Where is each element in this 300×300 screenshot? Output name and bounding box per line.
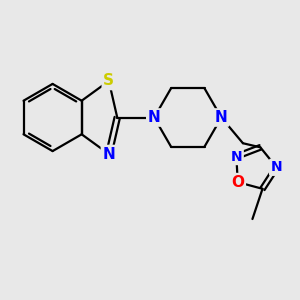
- Text: N: N: [215, 110, 228, 125]
- Text: N: N: [103, 146, 115, 161]
- Text: O: O: [231, 175, 244, 190]
- Text: S: S: [103, 74, 114, 88]
- Text: N: N: [231, 149, 242, 164]
- Text: N: N: [271, 160, 282, 174]
- Text: N: N: [148, 110, 161, 125]
